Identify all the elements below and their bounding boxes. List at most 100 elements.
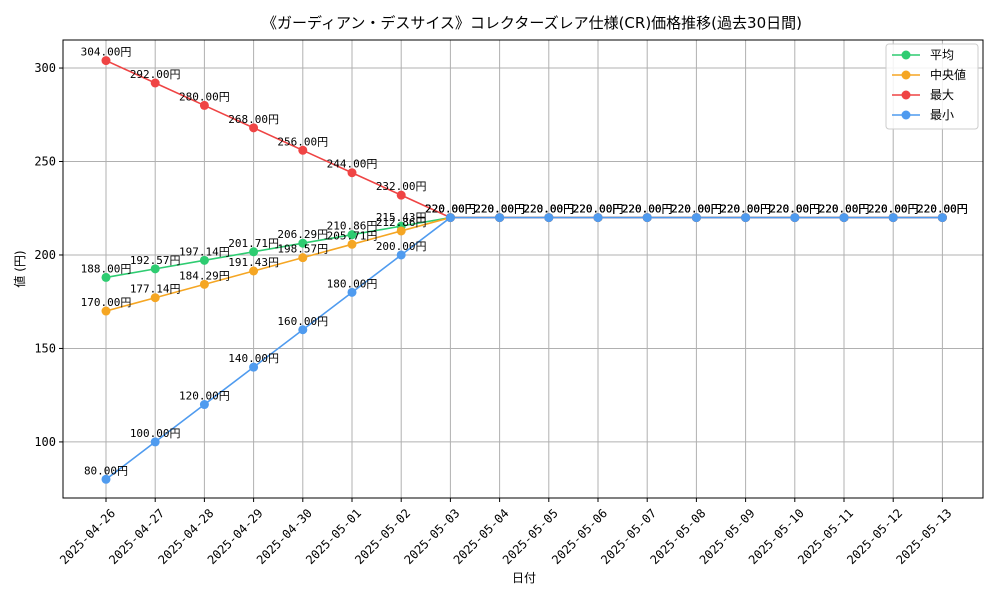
- data-point: [347, 168, 357, 178]
- data-label: 220.00円: [720, 203, 771, 216]
- data-point: [544, 213, 554, 223]
- data-point: [593, 213, 603, 223]
- data-label: 220.00円: [769, 203, 820, 216]
- data-point: [199, 100, 209, 110]
- data-label: 220.00円: [720, 203, 771, 216]
- data-label: 292.00円: [130, 68, 181, 81]
- legend-marker: [901, 90, 911, 100]
- data-label: 80.00円: [84, 464, 128, 477]
- data-point: [150, 437, 160, 447]
- data-label: 220.00円: [917, 203, 968, 216]
- data-label: 280.00円: [179, 90, 230, 103]
- data-point: [937, 213, 947, 223]
- data-label: 220.00円: [425, 203, 476, 216]
- legend-marker: [901, 50, 911, 60]
- data-point: [199, 400, 209, 410]
- data-point: [347, 239, 357, 249]
- data-point: [298, 238, 308, 248]
- data-point: [249, 247, 259, 257]
- chart-title: 《ガーディアン・デスサイス》コレクターズレア仕様(CR)価格推移(過去30日間): [262, 14, 802, 32]
- series-line-3: [105, 216, 943, 480]
- data-label: 268.00円: [228, 113, 279, 126]
- data-label: 220.00円: [425, 203, 476, 216]
- grid: [63, 40, 983, 498]
- data-label: 220.00円: [622, 203, 673, 216]
- legend-label: 平均: [930, 48, 954, 62]
- data-point: [396, 226, 406, 236]
- data-label: 220.00円: [769, 203, 820, 216]
- data-label: 220.00円: [769, 203, 820, 216]
- data-label: 198.57円: [277, 243, 328, 256]
- data-label: 220.00円: [819, 203, 870, 216]
- y-axis: 100 150 200 250 300: [34, 61, 63, 449]
- data-label: 197.14円: [179, 245, 230, 258]
- data-label: 220.00円: [868, 203, 919, 216]
- data-label: 220.00円: [474, 203, 525, 216]
- data-point: [396, 250, 406, 260]
- data-label: 220.00円: [868, 203, 919, 216]
- data-label: 220.00円: [769, 203, 820, 216]
- data-point: [249, 266, 259, 276]
- data-point: [347, 287, 357, 297]
- data-label: 256.00円: [277, 135, 328, 148]
- data-label: 220.00円: [474, 203, 525, 216]
- data-label: 244.00円: [327, 158, 378, 171]
- data-point: [347, 230, 357, 240]
- plot-area: [62, 39, 984, 499]
- y-axis-title: 値 (円): [12, 250, 27, 287]
- data-point: [790, 213, 800, 223]
- data-label: 220.00円: [425, 203, 476, 216]
- legend-marker: [901, 70, 911, 80]
- data-point: [249, 123, 259, 133]
- data-point: [298, 145, 308, 155]
- data-label: 220.00円: [474, 203, 525, 216]
- data-label: 192.57円: [130, 254, 181, 267]
- data-label: 140.00円: [228, 352, 279, 365]
- data-label: 220.00円: [573, 203, 624, 216]
- data-label: 215.43円: [376, 211, 427, 224]
- data-label: 220.00円: [819, 203, 870, 216]
- data-point: [199, 255, 209, 265]
- data-label: 220.00円: [671, 203, 722, 216]
- data-point: [101, 272, 111, 282]
- data-point: [298, 325, 308, 335]
- data-label: 220.00円: [671, 203, 722, 216]
- data-label: 220.00円: [917, 203, 968, 216]
- data-point: [691, 213, 701, 223]
- data-label: 220.00円: [868, 203, 919, 216]
- data-label: 205.71円: [327, 229, 378, 242]
- data-label: 220.00円: [523, 203, 574, 216]
- data-label: 220.00円: [671, 203, 722, 216]
- data-point: [396, 190, 406, 200]
- y-tick-label: 300: [34, 61, 56, 75]
- data-label: 220.00円: [720, 203, 771, 216]
- y-tick-label: 150: [34, 341, 56, 355]
- data-label: 220.00円: [819, 203, 870, 216]
- data-label: 212.86円: [376, 216, 427, 229]
- data-point: [445, 213, 455, 223]
- data-label: 220.00円: [573, 203, 624, 216]
- x-axis: 2025-04-262025-04-272025-04-282025-04-29…: [57, 498, 954, 567]
- y-tick-label: 100: [34, 435, 56, 449]
- data-label: 184.29円: [179, 269, 230, 282]
- y-tick-label: 200: [34, 248, 56, 262]
- data-label: 120.00円: [179, 390, 230, 403]
- data-label: 180.00円: [327, 277, 378, 290]
- data-label: 220.00円: [523, 203, 574, 216]
- data-point: [642, 213, 652, 223]
- data-label: 220.00円: [622, 203, 673, 216]
- data-label: 220.00円: [819, 203, 870, 216]
- series-lines: [101, 56, 947, 484]
- data-point: [150, 264, 160, 274]
- data-label: 220.00円: [573, 203, 624, 216]
- data-label: 220.00円: [425, 203, 476, 216]
- data-label: 201.71円: [228, 237, 279, 250]
- data-label: 220.00円: [917, 203, 968, 216]
- data-label: 232.00円: [376, 180, 427, 193]
- legend-box: [885, 43, 979, 130]
- data-point: [741, 213, 751, 223]
- data-label: 304.00円: [81, 46, 132, 59]
